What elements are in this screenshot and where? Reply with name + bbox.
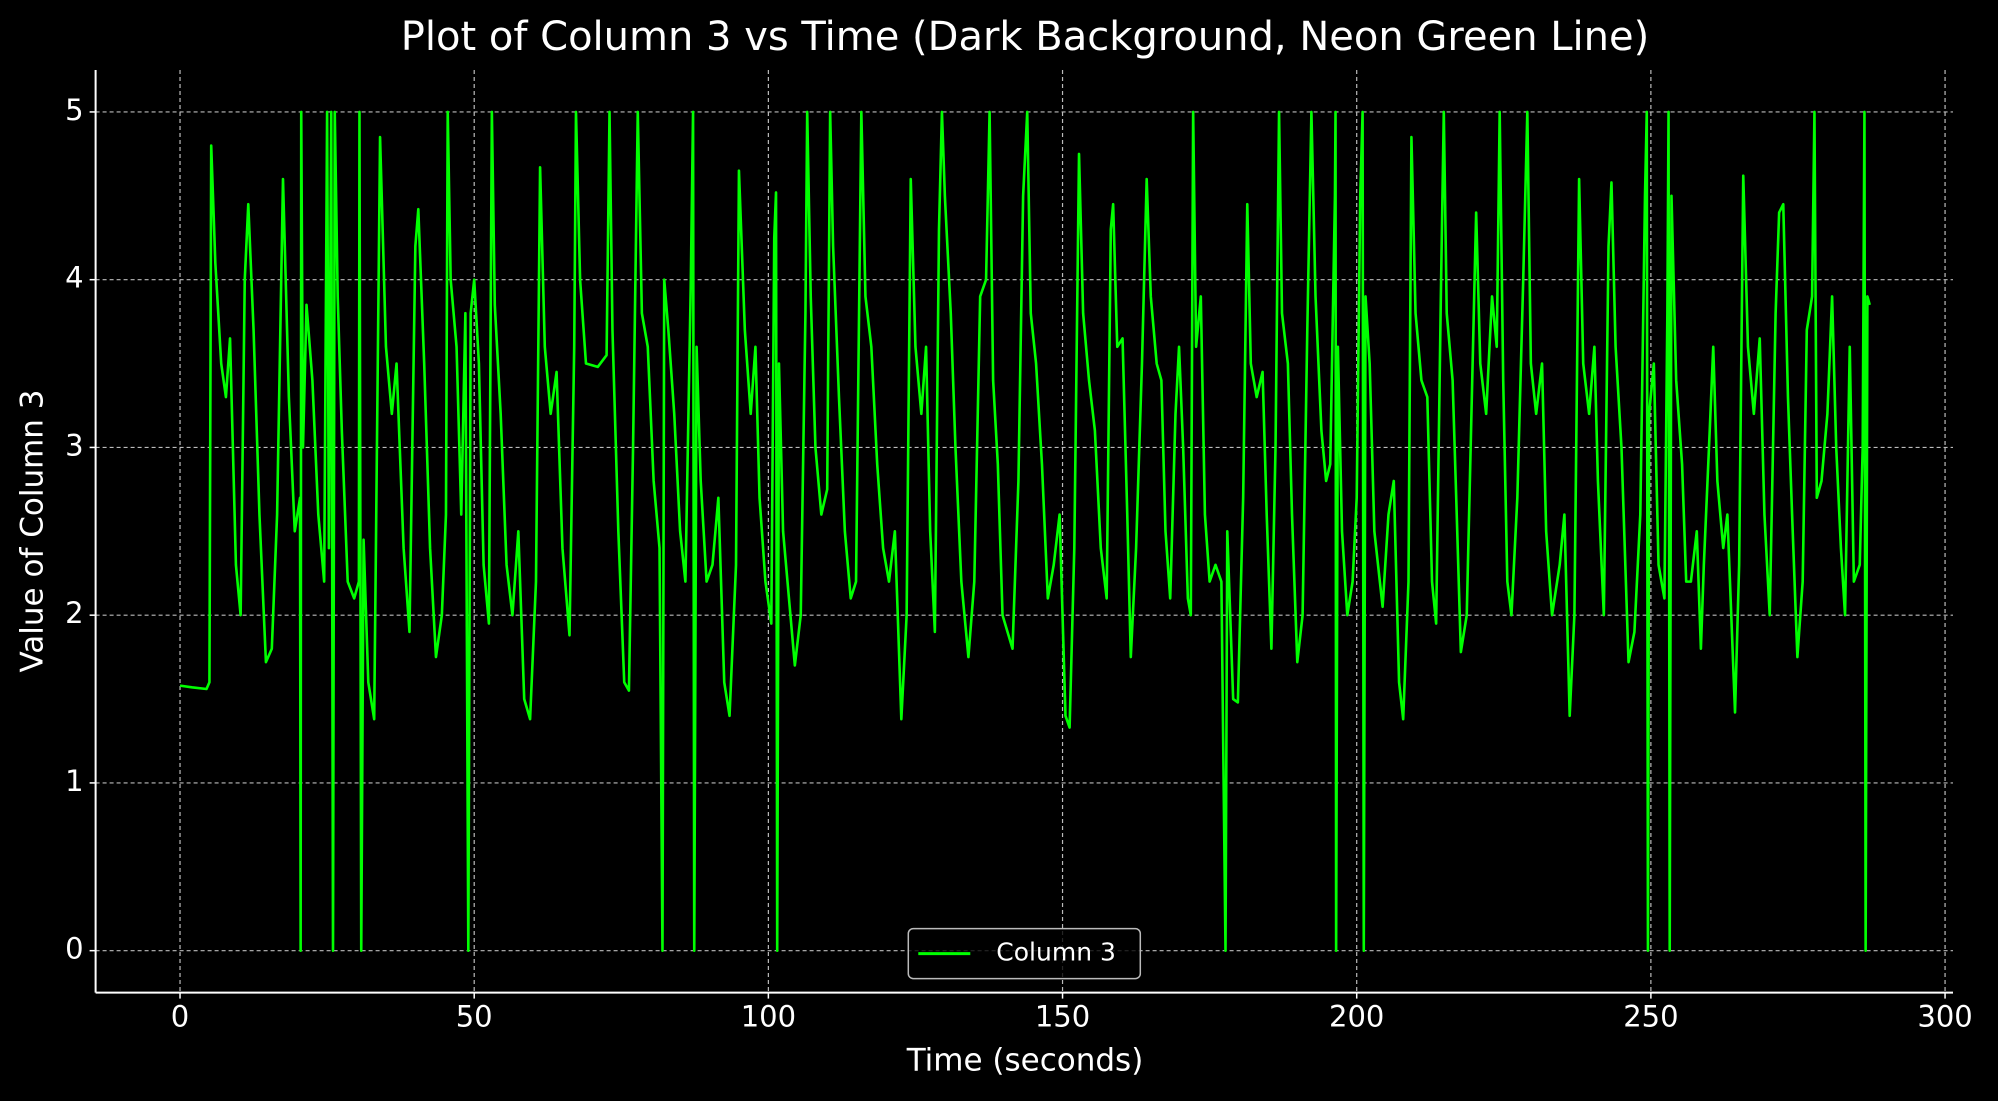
y-tick-label: 5	[65, 93, 83, 127]
y-tick-label: 2	[65, 596, 83, 630]
legend-label: Column 3	[996, 938, 1116, 967]
data-line	[179, 110, 1872, 952]
x-tick-label: 200	[1329, 1000, 1384, 1034]
y-tick-label: 1	[65, 764, 83, 798]
y-tick-label: 0	[65, 932, 83, 966]
y-axis-label: Value of Column 3	[15, 389, 51, 672]
x-axis-label: Time (seconds)	[906, 1043, 1144, 1079]
x-tick-label: 300	[1917, 1000, 1972, 1034]
chart-title: Plot of Column 3 vs Time (Dark Backgroun…	[401, 14, 1649, 60]
x-tick-label: 150	[1035, 1000, 1090, 1034]
y-tick-label: 4	[65, 261, 83, 295]
y-tick-label: 3	[65, 428, 83, 462]
x-tick-label: 250	[1623, 1000, 1678, 1034]
legend: Column 3	[907, 927, 1142, 980]
x-tick-label: 100	[741, 1000, 796, 1034]
legend-box	[907, 927, 1142, 980]
x-tick-label: 50	[456, 1000, 493, 1034]
x-tick-label: 0	[171, 1000, 189, 1034]
